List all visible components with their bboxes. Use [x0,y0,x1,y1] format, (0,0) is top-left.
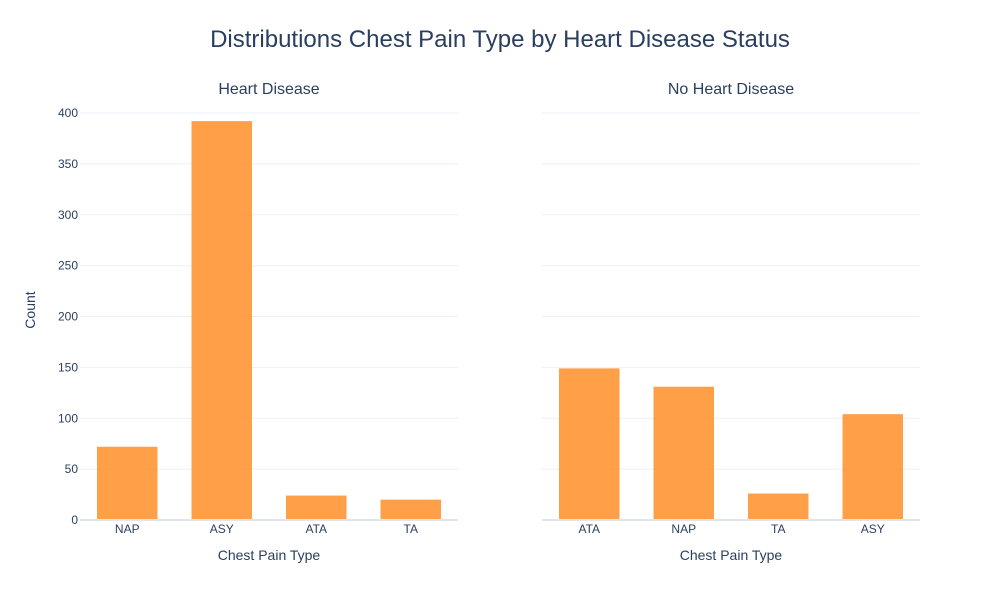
subplot-1: Heart Disease 0 50 100 150 200 250 300 350 400 NAP… [58,81,458,563]
x-tick-label: ASY [210,522,234,536]
chart-title: Distributions Chest Pain Type by Heart D… [210,26,790,53]
x-axis-label: Chest Pain Type [218,547,321,563]
y-tick-label: 200 [58,310,78,324]
y-tick-label: 50 [65,462,79,476]
subplot-title: Heart Disease [218,81,319,98]
y-tick-label: 350 [58,157,78,171]
x-tick-label: TA [771,522,785,536]
y-tick-label: 300 [58,208,78,222]
subplot-title: No Heart Disease [668,81,794,98]
x-tick-label: NAP [115,522,140,536]
bar-ata [286,495,347,520]
bar-ta [748,493,809,520]
bar-nap [653,386,714,520]
x-tick-label: ATA [305,522,327,536]
bar-asy [191,121,252,520]
bar-ta [380,499,441,520]
y-tick-label: 250 [58,259,78,273]
bar-nap [97,446,158,520]
bar-ata [559,368,620,520]
chart-panels: Heart Disease 0 50 100 150 200 250 300 350 400 NAP… [58,81,920,563]
x-tick-label: ASY [861,522,885,536]
bar-asy [842,414,903,520]
y-tick-label: 0 [71,513,78,527]
y-tick-label: 400 [58,106,78,120]
x-axis-label: Chest Pain Type [680,547,783,563]
y-tick-label: 100 [58,411,78,425]
y-axis-label: Count [22,291,38,328]
x-tick-label: ATA [578,522,600,536]
x-tick-label: TA [404,522,418,536]
subplot-2: No Heart Disease ATA NAP TA ASY Chest Pain Ty… [542,81,920,563]
y-tick-label: 150 [58,360,78,374]
x-tick-label: NAP [671,522,696,536]
